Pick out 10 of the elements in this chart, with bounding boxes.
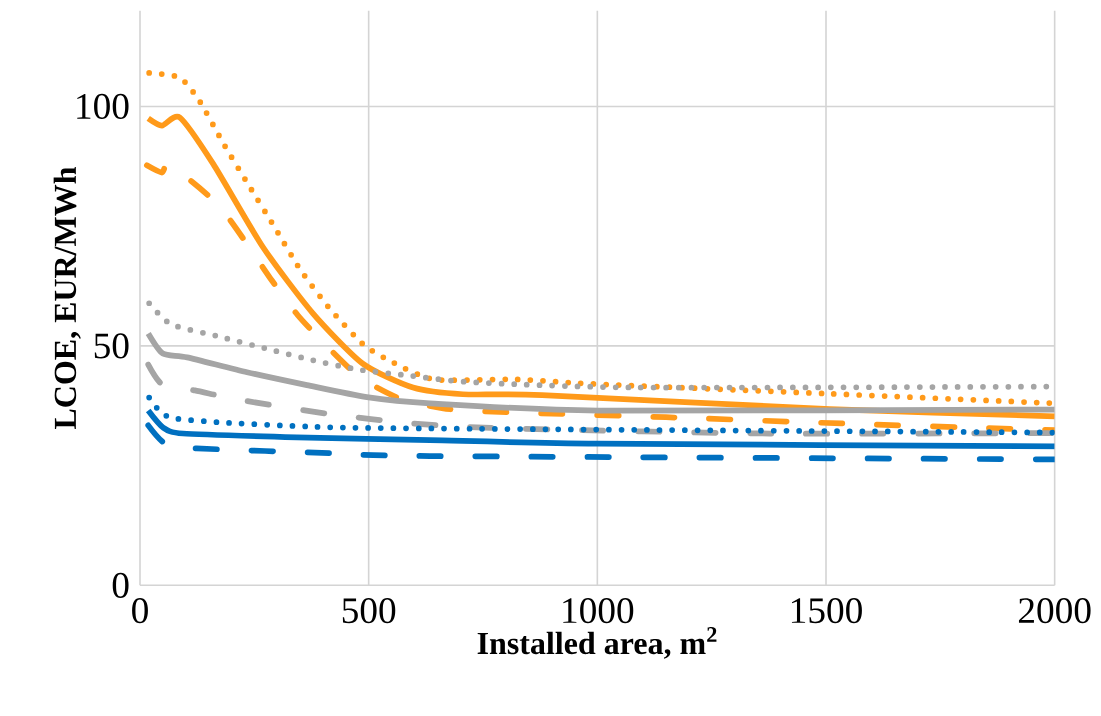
x-tick-label: 2000 [1018, 598, 1091, 624]
y-tick-label: 50 [94, 333, 129, 359]
x-tick-label: 1500 [791, 598, 862, 624]
y-tick-label: 100 [77, 93, 129, 120]
x-axis-title: Installed area, m$^{2}$ [477, 627, 717, 659]
x-tick-label: 500 [342, 598, 396, 624]
y-tick-label: 0 [112, 572, 129, 598]
y-axis-title: LCOE, EUR/MWh [53, 166, 81, 430]
x-tick-label: 1000 [563, 598, 634, 624]
x-tick-label: 0 [132, 598, 148, 624]
